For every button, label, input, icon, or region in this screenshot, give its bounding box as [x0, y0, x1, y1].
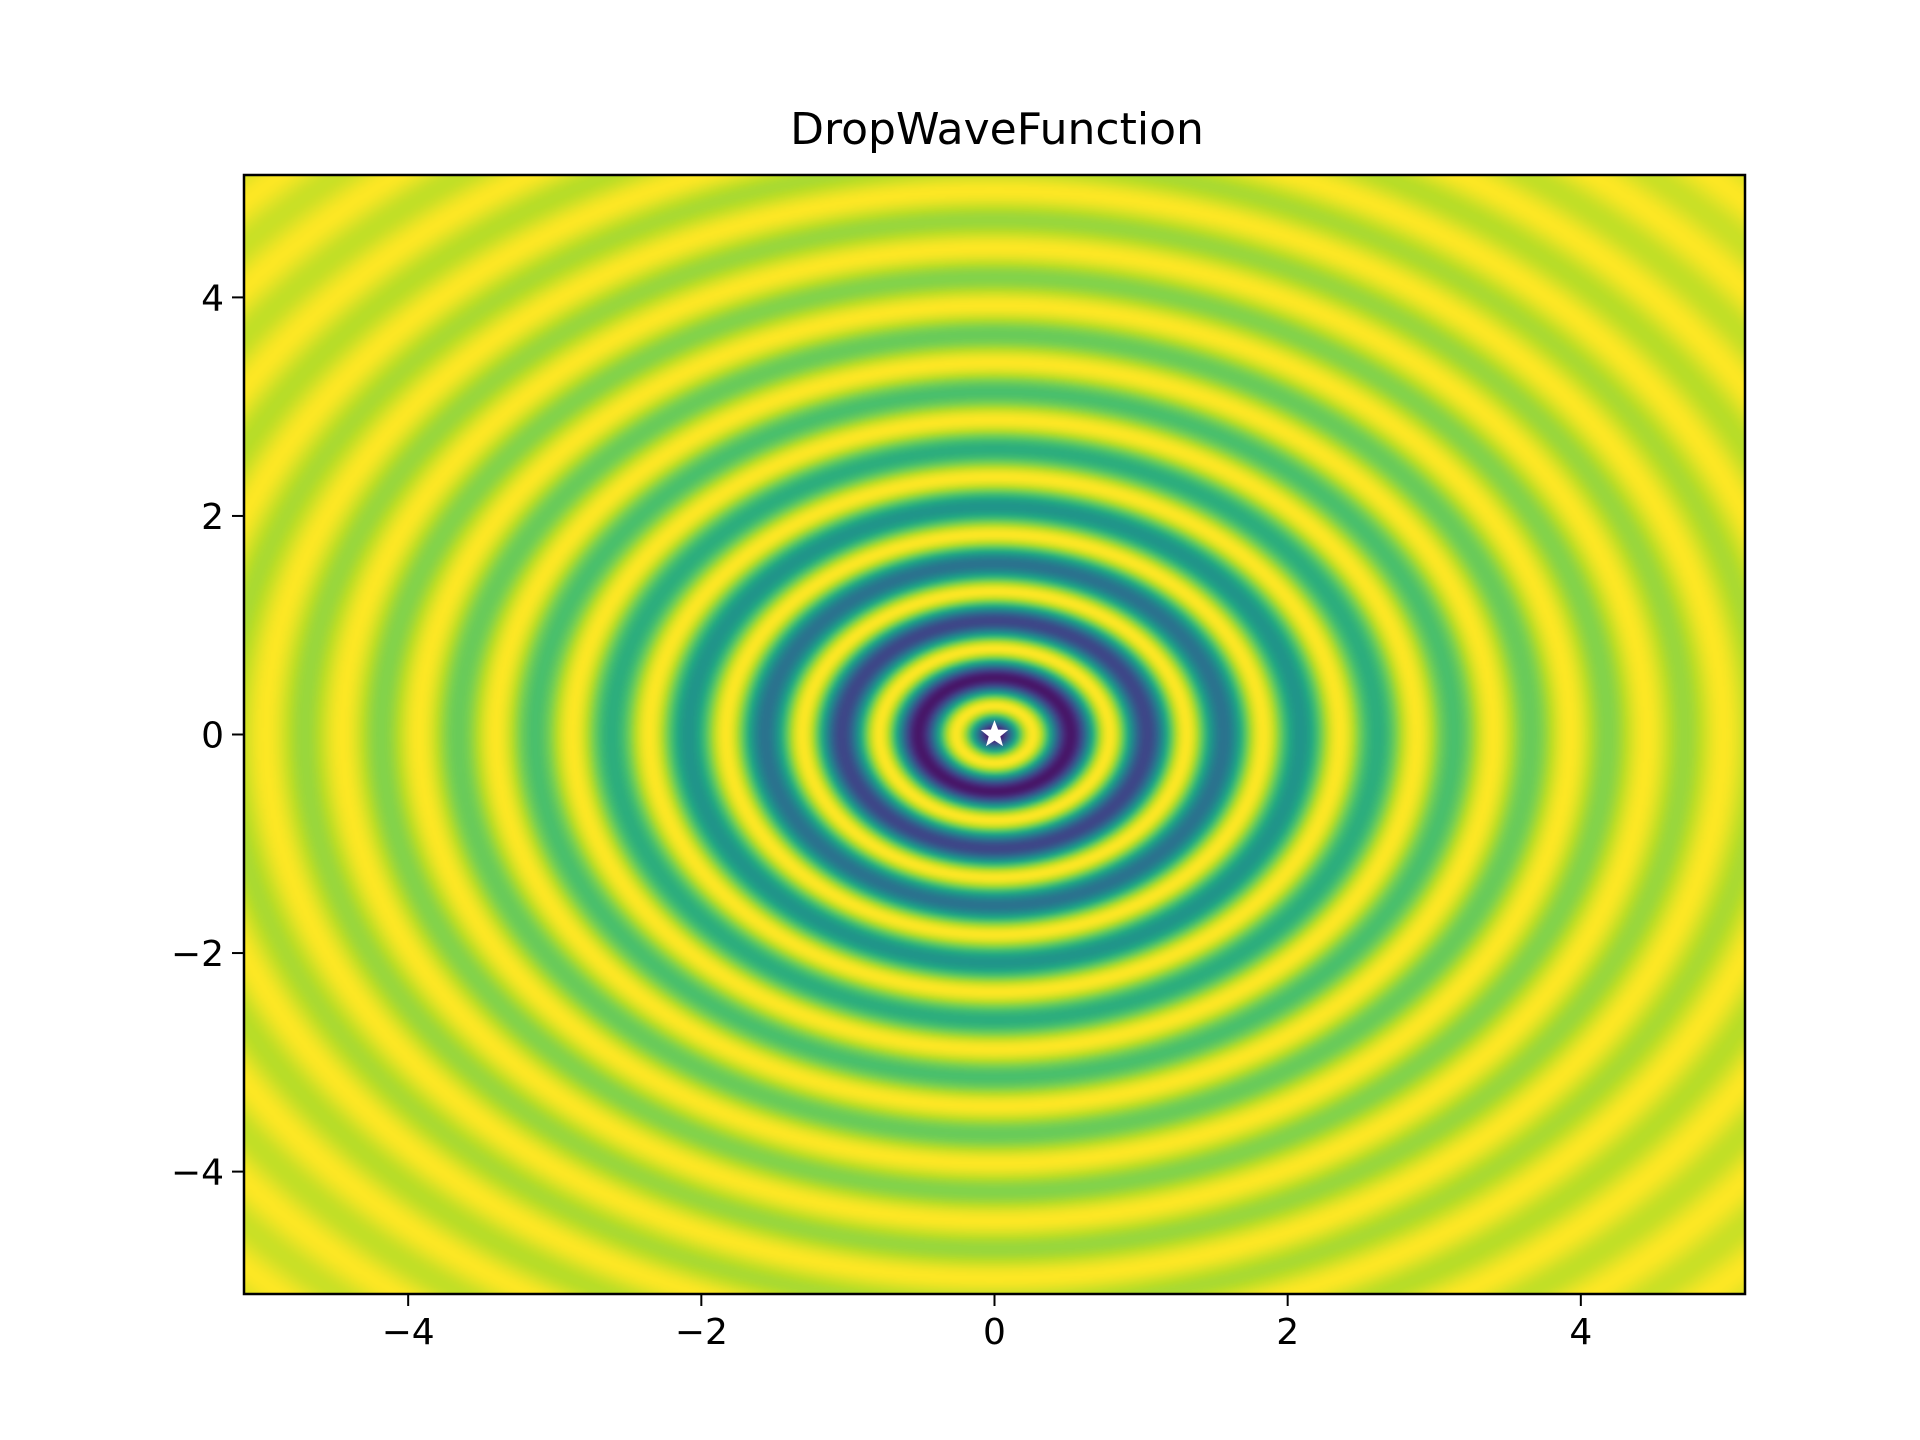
x-tick-label: 2 [1276, 1312, 1299, 1353]
x-tick-label: −4 [382, 1312, 435, 1353]
x-tick-label: 0 [983, 1312, 1006, 1353]
x-tick-label: −2 [675, 1312, 728, 1353]
y-tick-label: −2 [171, 934, 224, 975]
chart-title: DropWaveFunction [790, 104, 1204, 155]
y-tick-label: 2 [201, 497, 224, 538]
y-tick-label: −4 [171, 1153, 224, 1194]
global-minimum-star-marker [980, 720, 1009, 747]
x-tick-label: 4 [1569, 1312, 1592, 1353]
y-tick-label: 0 [201, 716, 224, 757]
y-tick-label: 4 [201, 278, 224, 319]
